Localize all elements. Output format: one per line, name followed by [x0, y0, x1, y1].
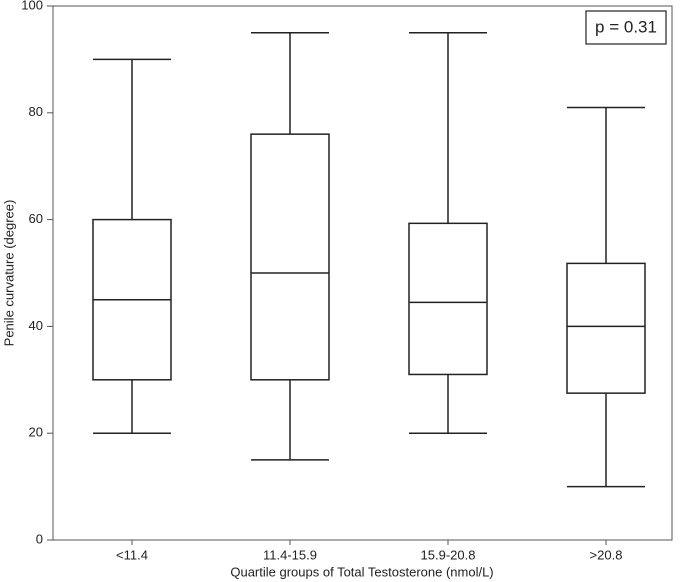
x-tick-label: 11.4-15.9 [263, 547, 317, 562]
x-tick-label: 15.9-20.8 [421, 547, 476, 562]
box [408, 222, 488, 376]
y-tick-label: 0 [36, 531, 43, 546]
x-axis-label: Quartile groups of Total Testosterone (n… [230, 564, 493, 579]
x-tick-label: >20.8 [590, 547, 623, 562]
y-tick-label: 80 [29, 104, 43, 119]
box [250, 133, 330, 381]
y-axis-label: Penile curvature (degree) [1, 200, 16, 347]
x-tick-label: <11.4 [116, 547, 148, 562]
y-tick-label: 60 [29, 211, 43, 226]
y-tick-label: 40 [29, 318, 43, 333]
annotation: p = 0.31 [595, 17, 657, 36]
box [566, 262, 646, 394]
y-tick-label: 20 [29, 425, 43, 440]
annotation-box [585, 10, 667, 45]
plot-frame [52, 5, 673, 541]
y-tick-label: 100 [21, 0, 43, 12]
